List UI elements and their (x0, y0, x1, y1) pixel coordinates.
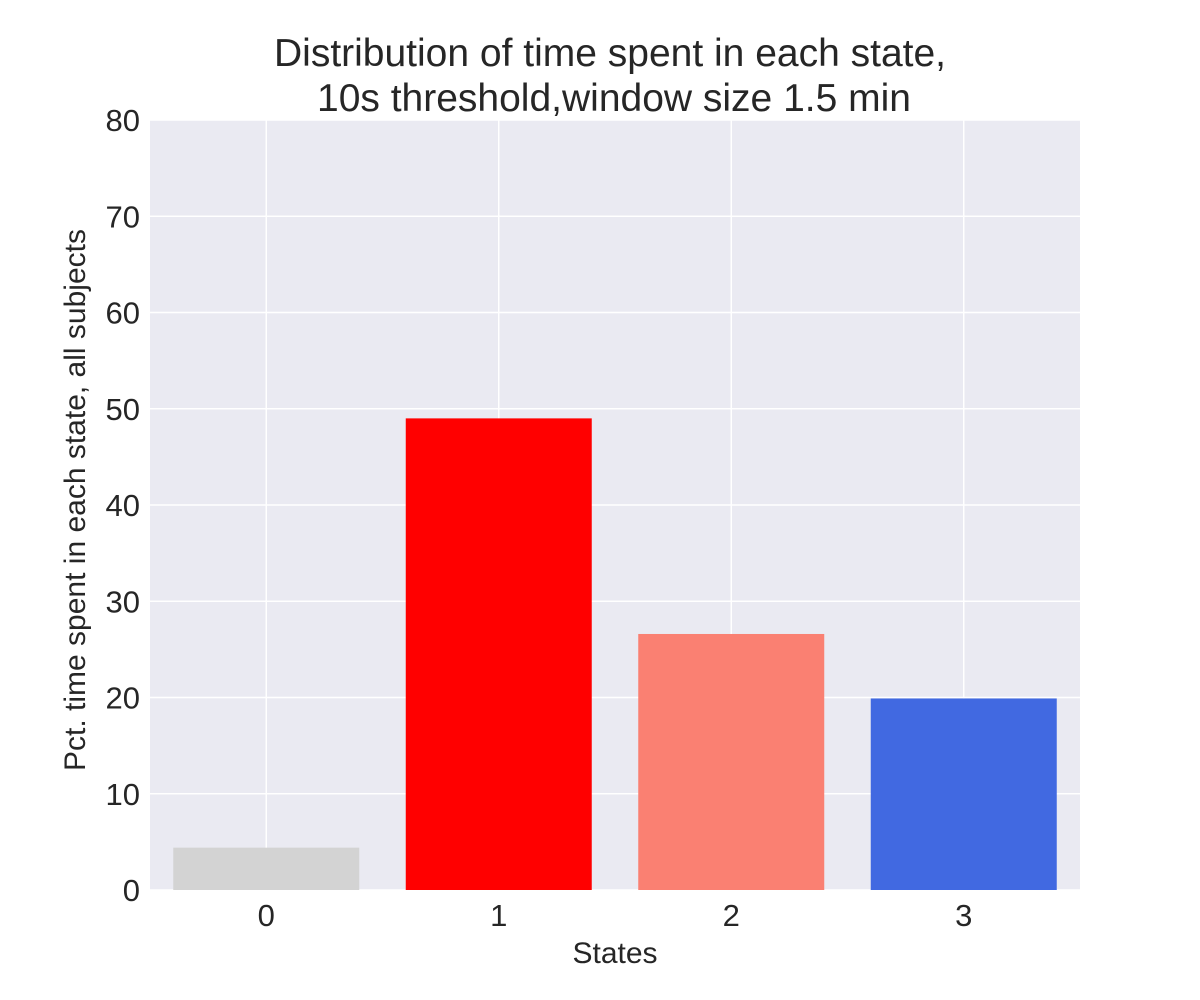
x-tick-label: 0 (258, 898, 275, 933)
y-tick-label: 70 (106, 199, 140, 234)
chart-title-line-2: 10s threshold,window size 1.5 min (317, 77, 911, 120)
y-tick-label: 40 (106, 488, 140, 523)
y-tick-label: 20 (106, 681, 140, 716)
y-tick-label: 80 (106, 103, 140, 138)
chart-title-line-1: Distribution of time spent in each state… (274, 32, 946, 75)
x-tick-label: 3 (955, 898, 972, 933)
y-tick-label: 50 (106, 392, 140, 427)
bar-state-3 (870, 698, 1057, 890)
y-tick-label: 30 (106, 584, 140, 619)
y-tick-label: 60 (106, 296, 140, 331)
x-tick-label: 2 (723, 898, 740, 933)
x-tick-label: 1 (490, 898, 507, 933)
y-tick-labels: 0 10 20 30 40 50 60 70 80 (106, 103, 140, 908)
y-tick-label: 0 (123, 873, 140, 908)
y-tick-label: 10 (106, 777, 140, 812)
x-axis-label: States (572, 937, 657, 970)
bar-state-2 (638, 633, 825, 890)
bar-state-1 (405, 418, 592, 890)
bars (173, 418, 1057, 890)
y-axis-label: Pct. time spent in each state, all subje… (59, 229, 92, 771)
x-tick-labels: 0 1 2 3 (258, 898, 973, 933)
bar-state-0 (173, 847, 360, 890)
